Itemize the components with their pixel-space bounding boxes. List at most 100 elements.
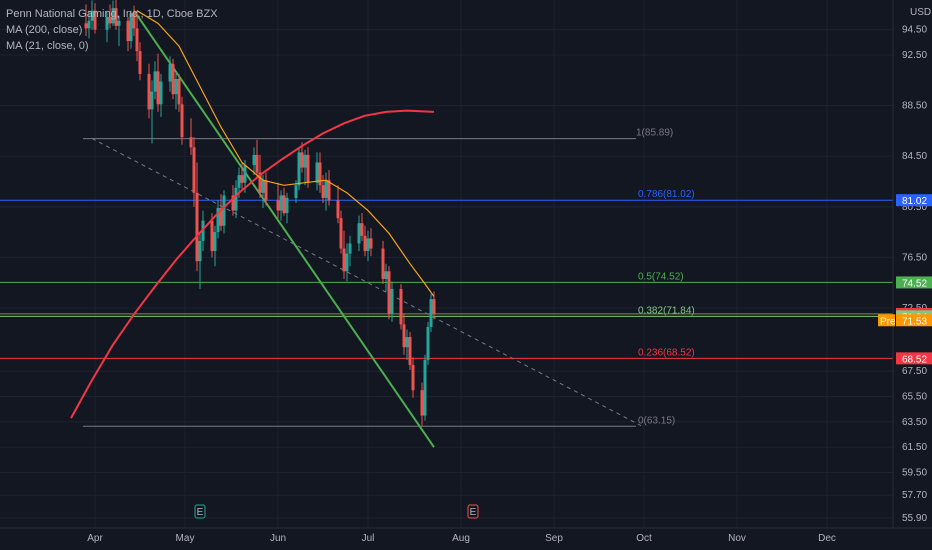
- legend-ma21[interactable]: MA (21, close, 0): [6, 40, 89, 52]
- candle-body: [243, 165, 247, 183]
- candle-body: [279, 195, 283, 211]
- candle: [219, 194, 223, 231]
- candle-body: [357, 223, 361, 244]
- candle-body: [423, 359, 427, 416]
- candle-body: [195, 192, 199, 262]
- candle-body: [360, 223, 364, 236]
- candle-body: [306, 154, 310, 183]
- candle: [363, 225, 367, 257]
- candles: [84, 0, 436, 426]
- price-tag: 74.52: [896, 276, 932, 289]
- candle-body: [216, 208, 220, 233]
- candle-body: [381, 248, 385, 279]
- candle: [234, 180, 238, 219]
- candle-body: [171, 63, 175, 95]
- candle: [126, 17, 130, 52]
- fib-label: 0(63.15): [638, 415, 675, 426]
- candle: [174, 71, 178, 110]
- ma200-line: [70, 109, 435, 419]
- x-tick-label: Oct: [636, 533, 652, 544]
- candle: [369, 228, 373, 257]
- price-tag-label: 81.02: [902, 196, 927, 207]
- candle-body: [261, 180, 265, 193]
- candle: [381, 240, 385, 284]
- candle: [195, 162, 199, 272]
- price-axis: [893, 0, 932, 550]
- candle: [282, 187, 286, 216]
- candle: [306, 147, 310, 188]
- y-tick-label: 61.50: [902, 442, 927, 453]
- earnings-label: E: [197, 507, 204, 518]
- candle-body: [114, 8, 118, 26]
- fib-label: 1(85.89): [636, 128, 673, 139]
- candle-body: [105, 17, 109, 30]
- candle-body: [282, 195, 286, 214]
- y-tick-label: 76.50: [902, 252, 927, 263]
- candle-body: [366, 238, 370, 252]
- earnings-marker[interactable]: E: [467, 504, 479, 519]
- candle: [138, 42, 142, 81]
- candle: [150, 80, 154, 144]
- candle-body: [348, 243, 352, 254]
- ma21-line: [136, 10, 435, 297]
- candle: [264, 172, 268, 206]
- candle: [171, 58, 175, 100]
- price-tag-bg: [896, 314, 932, 327]
- candle: [114, 0, 118, 30]
- candle-body: [258, 172, 262, 193]
- fib-label: 0.236(68.52): [638, 347, 695, 358]
- candle-body: [210, 220, 214, 252]
- candle: [240, 162, 244, 191]
- candle: [231, 185, 235, 216]
- candle-body: [387, 271, 391, 315]
- candle: [342, 230, 346, 279]
- candle-body: [168, 63, 172, 82]
- candle: [366, 230, 370, 262]
- candle-body: [315, 162, 319, 183]
- candle-body: [303, 154, 307, 168]
- candle: [129, 10, 133, 49]
- candle: [279, 190, 283, 221]
- candle: [111, 0, 115, 26]
- candle: [303, 149, 307, 186]
- candle-body: [180, 104, 184, 138]
- candle-body: [231, 195, 235, 211]
- x-tick-label: Jul: [362, 533, 375, 544]
- fib-label: 0.382(71.84): [638, 305, 695, 316]
- candle: [87, 10, 91, 39]
- candle: [339, 210, 343, 254]
- candle: [345, 243, 349, 282]
- candle: [405, 329, 409, 360]
- candle-body: [156, 71, 160, 105]
- candle-body: [342, 248, 346, 272]
- candle: [252, 147, 256, 176]
- candle-body: [135, 28, 139, 52]
- chart-legend: Penn National Gaming, Inc., 1D, Cboe BZX…: [6, 6, 218, 54]
- price-tag: 68.52: [896, 352, 932, 365]
- legend-title[interactable]: Penn National Gaming, Inc., 1D, Cboe BZX: [6, 8, 218, 20]
- fibonacci-levels: 1(85.89) 0.786(81.02) 0.5(74.52) 0.382(71.8…: [0, 128, 893, 427]
- candle: [300, 142, 304, 173]
- candle: [324, 172, 328, 211]
- candle: [357, 215, 361, 252]
- y-tick-label: 80.50: [902, 202, 927, 213]
- x-tick-label: Jun: [270, 533, 286, 544]
- earnings-marker[interactable]: E: [194, 504, 206, 519]
- candle-body: [252, 154, 256, 166]
- candle-body: [432, 299, 436, 314]
- candle-body: [108, 17, 112, 24]
- candle: [84, 4, 88, 36]
- price-tag-bg: [896, 352, 932, 365]
- price-tag-label: 71.53: [902, 316, 927, 327]
- x-tick-label: May: [176, 533, 195, 544]
- price-tag: 81.02: [896, 194, 932, 207]
- legend-ma200[interactable]: MA (200, close): [6, 24, 83, 36]
- candle: [276, 182, 280, 219]
- candle: [159, 73, 163, 117]
- candle: [105, 10, 109, 43]
- pre-badge: [878, 314, 895, 327]
- price-tag-label: 68.52: [902, 354, 927, 365]
- candle-body: [426, 326, 430, 360]
- candle-body: [90, 10, 94, 21]
